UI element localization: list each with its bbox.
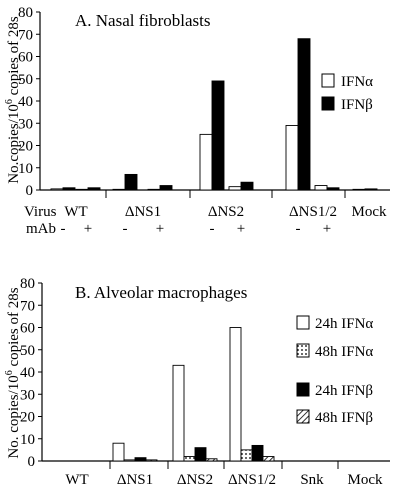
- panel-b-title: B. Alveolar macrophages: [75, 283, 247, 302]
- bar-24h-ifn-ns1-2: [251, 444, 264, 462]
- panel-b-ylabel: No. copies/106 copies of 28s: [4, 287, 22, 458]
- legend-label-ifn: IFNβ: [341, 97, 373, 113]
- y-tick-label: 40: [20, 365, 35, 381]
- legend-label-24h-ifn: 24h IFNα: [315, 316, 373, 332]
- legend-swatch-48h-ifn: [296, 409, 310, 424]
- bar-ifn-ns1: [124, 173, 138, 191]
- y-tick-label: 30: [18, 116, 33, 132]
- legend-label-48h-ifn: 48h IFNβ: [315, 410, 373, 426]
- legend-swatch-48h-ifn: [296, 343, 310, 358]
- y-tick-label: 0: [26, 183, 34, 199]
- legend-label-ifn: IFNα: [341, 74, 373, 90]
- mab-mark: -: [123, 221, 128, 237]
- bar-48h-ifn-ns1: [145, 459, 158, 462]
- panel-a: A. Nasal fibroblasts No.copies/106 copie…: [4, 5, 390, 237]
- bar-ifn-ns1-2: [297, 38, 311, 191]
- mab-mark: +: [323, 221, 331, 237]
- y-tick-label: 80: [18, 5, 33, 21]
- bar-48h-ifn-ns1-2: [262, 456, 275, 462]
- x-tick-label-ns2: ΔNS2: [177, 472, 213, 488]
- mab-mark: +: [156, 221, 164, 237]
- bar-ifn-ns2: [228, 186, 242, 191]
- bar-24h-ifn-ns1: [112, 442, 125, 462]
- panel-a-title: A. Nasal fibroblasts: [75, 11, 211, 30]
- bar-ifn-wt: [62, 187, 76, 191]
- group-label-mock: Mock: [352, 204, 387, 220]
- y-tick-label: 60: [20, 321, 35, 337]
- bar-24h-ifn-ns2: [194, 447, 207, 462]
- mab-mark: +: [237, 221, 245, 237]
- mab-mark: -: [296, 221, 301, 237]
- y-tick-label: 60: [18, 50, 33, 66]
- legend-swatch-24h-ifn: [296, 382, 310, 397]
- bar-ifn-wt: [75, 188, 89, 191]
- x-tick-label-snk: Snk: [300, 472, 324, 488]
- bar-48h-ifn-ns2: [205, 458, 218, 462]
- y-tick-label: 20: [20, 410, 35, 426]
- y-tick-label: 80: [20, 276, 35, 292]
- group-label-ns2: ΔNS2: [208, 204, 244, 220]
- y-tick-label: 10: [18, 161, 33, 177]
- bar-ifn-ns1-2: [326, 187, 340, 191]
- legend-swatch-ifn: [321, 73, 335, 88]
- bar-48h-ifn-ns1-2: [240, 449, 253, 462]
- panel-a-mab-row-label: mAb: [26, 221, 56, 237]
- bar-ifn-ns1: [112, 188, 126, 191]
- legend-swatch-24h-ifn: [296, 315, 310, 330]
- bar-24h-ifn-ns1-2: [229, 327, 242, 462]
- y-tick-label: 70: [20, 298, 35, 314]
- bar-ifn-ns1: [159, 185, 173, 191]
- y-tick-label: 0: [28, 454, 36, 470]
- group-label-wt: WT: [64, 204, 87, 220]
- mab-mark: -: [210, 221, 215, 237]
- x-tick-label-wt: WT: [65, 472, 88, 488]
- y-tick-label: 50: [18, 72, 33, 88]
- y-tick-label: 10: [20, 432, 35, 448]
- panel-a-virus-row-label: Virus: [24, 204, 57, 220]
- bar-ifn-ns2: [211, 80, 225, 191]
- y-tick-label: 50: [20, 343, 35, 359]
- x-tick-label-ns1-2: ΔNS1/2: [228, 472, 276, 488]
- bar-ifn-mock: [352, 188, 366, 191]
- y-tick-label: 20: [18, 139, 33, 155]
- bar-24h-ifn-ns1: [134, 457, 147, 462]
- bar-ifn-ns2: [240, 181, 254, 191]
- bar-ifn-wt: [50, 188, 64, 191]
- panel-b: B. Alveolar macrophages No. copies/106 c…: [4, 276, 390, 488]
- y-tick-label: 70: [18, 27, 33, 43]
- mab-mark: +: [84, 221, 92, 237]
- x-tick-label-mock: Mock: [348, 472, 383, 488]
- bar-48h-ifn-ns2: [183, 456, 196, 462]
- group-label-ns1-2: ΔNS1/2: [289, 204, 337, 220]
- bar-ifn-ns1: [147, 188, 161, 191]
- group-label-ns1: ΔNS1: [125, 204, 161, 220]
- legend-label-24h-ifn: 24h IFNβ: [315, 383, 373, 399]
- panel-a-ylabel: No.copies/106 copies of 28s: [4, 16, 22, 184]
- bar-ifn-wt: [87, 187, 101, 191]
- x-tick-label-ns1: ΔNS1: [117, 472, 153, 488]
- mab-mark: -: [61, 221, 66, 237]
- bar-ifn-ns1-2: [285, 125, 299, 191]
- bar-ifn-ns2: [199, 133, 213, 191]
- bar-ifn-ns1-2: [314, 185, 328, 191]
- legend-label-48h-ifn: 48h IFNα: [315, 344, 373, 360]
- bar-24h-ifn-ns2: [172, 364, 185, 462]
- y-tick-label: 30: [20, 387, 35, 403]
- y-tick-label: 40: [18, 94, 33, 110]
- legend-swatch-ifn: [321, 96, 335, 111]
- bar-48h-ifn-ns1: [123, 459, 136, 462]
- bar-ifn-mock: [364, 188, 378, 191]
